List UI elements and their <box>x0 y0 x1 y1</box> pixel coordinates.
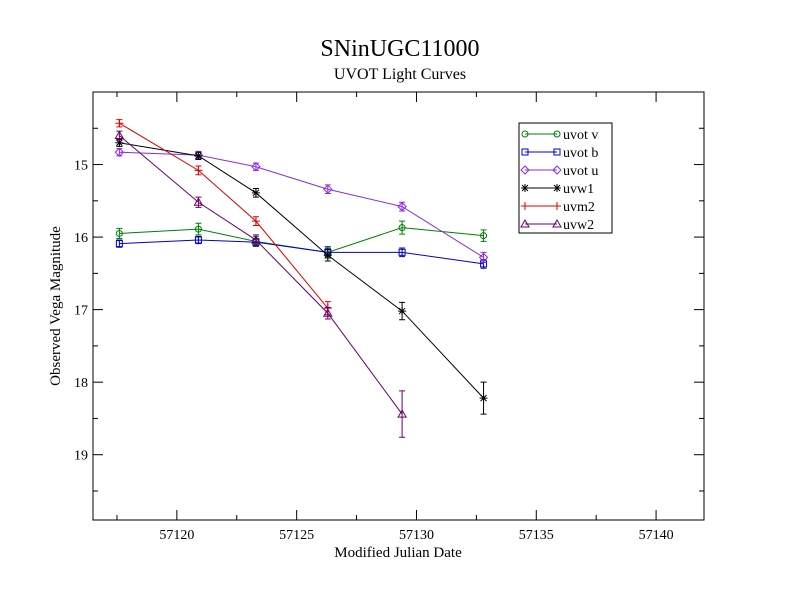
data-point <box>115 119 124 128</box>
series-uvm2 <box>115 119 332 316</box>
error-bar <box>116 239 123 248</box>
data-point <box>398 307 407 316</box>
error-bar <box>195 235 202 245</box>
chart-subtitle: UVOT Light Curves <box>334 66 466 83</box>
data-point <box>114 147 125 157</box>
x-tick-label: 57130 <box>399 528 434 543</box>
legend-marker <box>553 130 561 138</box>
legend-label: uvot v <box>563 128 598 143</box>
legend-label: uvw2 <box>563 218 594 233</box>
y-tick-label: 16 <box>74 231 88 246</box>
legend-marker <box>520 165 530 175</box>
data-point <box>398 248 406 256</box>
data-point <box>479 394 488 403</box>
y-axis-label: Observed Vega Magnitude <box>48 226 64 386</box>
legend-marker <box>552 218 562 228</box>
legend-marker <box>553 202 561 210</box>
data-point <box>480 232 488 240</box>
x-tick-label: 57120 <box>159 528 194 543</box>
data-point <box>194 151 203 160</box>
series-line <box>119 122 329 309</box>
legend-marker <box>520 218 530 228</box>
legend-entry: uvm2 <box>521 200 595 215</box>
legend-label: uvm2 <box>563 200 595 215</box>
data-point <box>398 224 406 232</box>
legend-marker <box>552 165 562 175</box>
data-point <box>115 240 123 248</box>
chart-title: SNinUGC11000 <box>320 36 479 62</box>
data-point <box>251 188 260 197</box>
error-bar <box>399 390 406 438</box>
series-line <box>119 142 484 399</box>
axis-ticks: 57120 57125 57130 57135 57140 15 16 17 18 19 <box>74 92 704 543</box>
legend-marker <box>521 148 529 156</box>
data-point <box>397 409 407 418</box>
legend-entry: uvot u <box>520 164 598 179</box>
series-line <box>119 151 484 258</box>
data-point <box>193 197 204 206</box>
y-tick-label: 17 <box>74 304 88 319</box>
series-uvot-b <box>115 235 488 269</box>
plot-area-frame <box>92 91 705 521</box>
x-axis-label: Modified Julian Date <box>334 545 462 561</box>
legend-label: uvw1 <box>563 182 594 197</box>
x-tick-label: 57140 <box>639 528 674 543</box>
legend-entry: uvw1 <box>521 182 594 197</box>
data-point <box>194 225 202 233</box>
series-line <box>119 239 484 265</box>
series-uvot-v <box>115 220 488 259</box>
error-bar <box>480 229 487 242</box>
data-point <box>323 184 333 194</box>
series-line <box>119 135 403 415</box>
legend-marker <box>521 130 529 138</box>
series-uvw1 <box>115 138 488 415</box>
legend: uvot v uvot b uvot u uvw1 uvm2 uvw2 <box>518 122 613 234</box>
legend-box <box>518 122 613 234</box>
legend-entry: uvw2 <box>520 218 594 233</box>
data-point <box>251 217 260 226</box>
legend-marker <box>521 202 529 210</box>
data-series <box>114 119 489 438</box>
legend-marker <box>521 184 529 192</box>
error-bar <box>195 222 202 236</box>
legend-label: uvot b <box>563 146 598 161</box>
x-tick-label: 57125 <box>279 528 314 543</box>
data-point <box>251 234 261 244</box>
data-point <box>251 162 261 172</box>
data-point <box>478 252 489 263</box>
data-point <box>397 201 407 212</box>
x-tick-label: 57135 <box>519 528 554 543</box>
data-point <box>115 138 124 147</box>
y-tick-label: 18 <box>74 376 88 391</box>
legend-entry: uvot b <box>521 146 598 161</box>
legend-marker <box>553 184 561 192</box>
data-point <box>194 166 203 175</box>
legend-entry: uvot v <box>521 128 598 143</box>
error-bar <box>399 220 406 235</box>
legend-label: uvot u <box>563 164 598 179</box>
data-point <box>114 130 125 140</box>
data-point <box>323 251 332 260</box>
data-point <box>322 308 333 317</box>
data-point <box>115 229 123 237</box>
data-point <box>194 236 202 244</box>
legend-marker <box>553 148 561 156</box>
y-tick-label: 19 <box>74 449 88 464</box>
y-tick-label: 15 <box>74 159 88 174</box>
series-uvot-u <box>114 147 489 263</box>
series-uvw2 <box>114 130 407 438</box>
